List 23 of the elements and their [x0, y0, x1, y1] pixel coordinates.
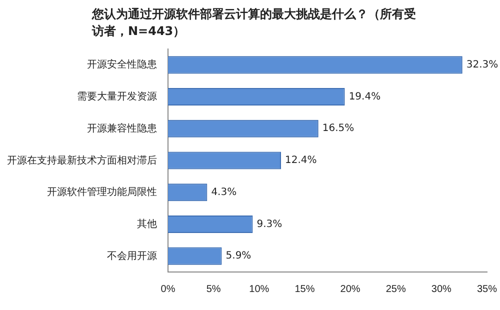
x-tick-label: 30%: [431, 284, 452, 295]
data-label: 19.4%: [348, 91, 381, 102]
chart-title: 您认为通过开源软件部署云计算的最大挑战是什么？（所有受访者，N=443）: [92, 6, 417, 40]
data-label: 4.3%: [211, 186, 237, 198]
x-tick-label: 0%: [160, 284, 176, 295]
y-tick-label: 其他: [137, 218, 157, 230]
data-label: 32.3%: [466, 60, 498, 71]
x-tick-label: 35%: [476, 284, 498, 295]
data-label: 12.4%: [285, 155, 317, 166]
x-tick-label: 5%: [206, 284, 221, 295]
y-tick-label: 开源兼容性隐患: [87, 122, 157, 134]
x-tick-label: 10%: [249, 284, 270, 295]
y-tick-label: 需要大量开发资源: [77, 90, 157, 103]
y-tick-label: 开源软件管理功能局限性: [47, 186, 157, 198]
y-tick-label: 开源安全性隐患: [87, 58, 157, 71]
x-tick-label: 20%: [340, 284, 360, 295]
data-label: 16.5%: [322, 123, 354, 134]
x-tick-label: 25%: [386, 284, 406, 295]
data-label: 5.9%: [226, 250, 252, 262]
y-tick-label: 不会用开源: [107, 250, 157, 262]
x-tick-label: 15%: [294, 284, 315, 295]
y-tick-label: 开源在支持最新技术方面相对滞后: [7, 154, 157, 166]
data-label: 9.3%: [256, 218, 282, 230]
